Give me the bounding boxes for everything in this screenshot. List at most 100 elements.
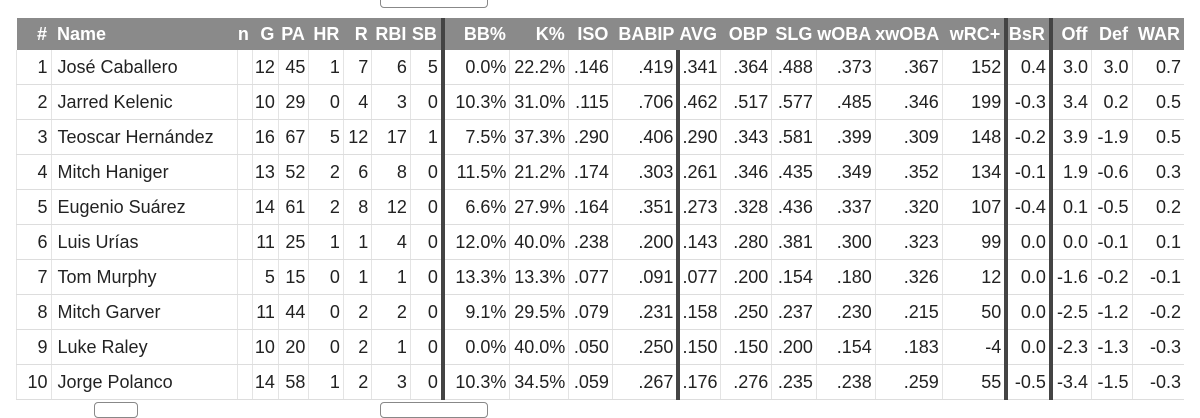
cell-xwoba: .309 [874,119,943,155]
col-header-off[interactable]: Off [1048,18,1092,50]
cell-g: 10 [251,329,279,365]
table-row[interactable]: 6 Luis Urías 11 25 1 1 4 0 12.0% 40.0% .238.200.14… [16,224,1184,260]
cell-off: 1.9 [1048,154,1092,190]
cell-def: -1.5 [1090,364,1133,400]
cell-pa: 25 [277,224,309,260]
table-row[interactable]: 3 Teoscar Hernández 16 67 5 12 17 1 7.5% 37.3% .29… [16,119,1184,155]
cell-rbi: 3 [371,84,411,120]
cell-r: 12 [342,119,372,155]
cell-name[interactable]: Tom Murphy [50,259,238,295]
cell-pa: 44 [277,294,309,330]
cell-wrc-plus: 199 [941,84,1007,120]
cell-def: -1.3 [1090,329,1133,365]
col-header-def[interactable]: Def [1091,18,1133,50]
cell-name[interactable]: José Caballero [50,50,238,85]
col-header-rank[interactable]: # [16,18,52,50]
col-header-obp[interactable]: OBP [720,18,772,50]
col-header-wrc-plus[interactable]: wRC+ [942,18,1007,50]
cell-rank: 4 [16,154,52,190]
col-header-avg[interactable]: AVG [678,18,721,50]
table-row[interactable]: 8 Mitch Garver 11 44 0 2 2 0 9.1% 29.5% .079.231.1… [16,294,1184,330]
table-row[interactable]: 1 José Caballero 12 45 1 7 6 5 0.0% 22.2% .146.419… [16,50,1184,85]
cell-hr: 1 [308,50,344,85]
cell-name[interactable]: Eugenio Suárez [50,189,238,225]
cell-rbi: 12 [371,189,411,225]
col-header-rbi[interactable]: RBI [371,18,411,50]
cell-iso: .059 [568,364,613,400]
table-row[interactable]: 5 Eugenio Suárez 14 61 2 8 12 0 6.6% 27.9% .164.35… [16,189,1184,225]
table-row[interactable]: 2 Jarred Kelenic 10 29 0 4 3 0 10.3% 31.0% .115.70… [16,84,1184,120]
cell-r: 2 [342,364,372,400]
col-header-bsr[interactable]: BsR [1004,18,1051,50]
col-header-r[interactable]: R [343,18,372,50]
col-header-bb-pct[interactable]: BB% [440,18,510,50]
table-body: 1 José Caballero 12 45 1 7 6 5 0.0% 22.2% .146.419… [16,50,1184,400]
cell-woba: .337 [815,189,876,225]
cell-obp: .250 [720,294,772,330]
cell-babip: .267 [611,364,679,400]
cell-name[interactable]: Luis Urías [50,224,238,260]
col-header-iso[interactable]: ISO [568,18,613,50]
cell-woba: .180 [815,259,876,295]
cell-name[interactable]: Teoscar Hernández [50,119,238,155]
cell-bsr: -0.4 [1004,189,1051,225]
cell-iso: .146 [568,50,613,85]
cell-xwoba: .326 [874,259,943,295]
cell-avg: .462 [676,84,721,120]
cell-r: 7 [342,50,372,85]
cell-slg: .581 [771,119,817,155]
col-header-n[interactable]: n [237,18,253,50]
cell-name[interactable]: Jorge Polanco [50,364,238,400]
col-header-xwoba[interactable]: xwOBA [875,18,943,50]
cell-bsr: 0.4 [1004,50,1051,85]
col-header-k-pct[interactable]: K% [509,18,569,50]
cell-name[interactable]: Mitch Haniger [50,154,238,190]
cell-bb-pct: 10.3% [440,84,510,120]
cell-off: -2.5 [1048,294,1092,330]
cell-r: 2 [342,329,372,365]
cell-rank: 1 [16,50,52,85]
col-header-pa[interactable]: PA [278,18,309,50]
cell-name[interactable]: Jarred Kelenic [50,84,238,120]
col-header-g[interactable]: G [252,18,279,50]
col-header-woba[interactable]: wOBA [816,18,876,50]
cell-wrc-plus: 107 [941,189,1007,225]
cell-slg: .200 [771,329,817,365]
cell-g: 5 [251,259,279,295]
col-header-slg[interactable]: SLG [771,18,817,50]
col-header-name[interactable]: Name [51,18,238,50]
cell-avg: .150 [676,329,721,365]
table-row[interactable]: 4 Mitch Haniger 13 52 2 6 8 0 11.5% 21.2% .174.303… [16,154,1184,190]
cell-woba: .154 [815,329,876,365]
cell-wrc-plus: 99 [941,224,1007,260]
cell-bb-pct: 12.0% [440,224,510,260]
cell-slg: .237 [771,294,817,330]
table-row[interactable]: 7 Tom Murphy 5 15 0 1 1 0 13.3% 13.3% .077.091.077… [16,259,1184,295]
cell-avg: .341 [676,50,721,85]
cell-sb: 0 [409,294,443,330]
cell-bb-pct: 13.3% [440,259,510,295]
cell-def: -1.2 [1090,294,1133,330]
top-control-button[interactable] [380,0,488,8]
col-header-hr[interactable]: HR [308,18,344,50]
cell-name[interactable]: Luke Raley [50,329,238,365]
cell-bb-pct: 7.5% [440,119,510,155]
cell-rank: 3 [16,119,52,155]
bottom-control-button-right[interactable] [380,402,488,418]
cell-woba: .399 [815,119,876,155]
col-header-babip[interactable]: BABIP [612,18,679,50]
cell-babip: .200 [611,224,679,260]
col-header-war[interactable]: WAR [1132,18,1184,50]
bottom-control-button-left[interactable] [94,402,138,418]
table-row[interactable]: 10 Jorge Polanco 14 58 1 2 3 0 10.3% 34.5% .059.26… [16,364,1184,400]
cell-sb: 0 [409,259,443,295]
cell-off: -2.3 [1048,329,1092,365]
cell-war: 0.5 [1131,119,1184,155]
cell-g: 12 [251,50,279,85]
col-header-sb[interactable]: SB [410,18,443,50]
table-row[interactable]: 9 Luke Raley 10 20 0 2 1 0 0.0% 40.0% .050.250.150… [16,329,1184,365]
cell-off: 3.0 [1048,50,1092,85]
cell-name[interactable]: Mitch Garver [50,294,238,330]
cell-rbi: 1 [371,259,411,295]
cell-sb: 0 [409,224,443,260]
